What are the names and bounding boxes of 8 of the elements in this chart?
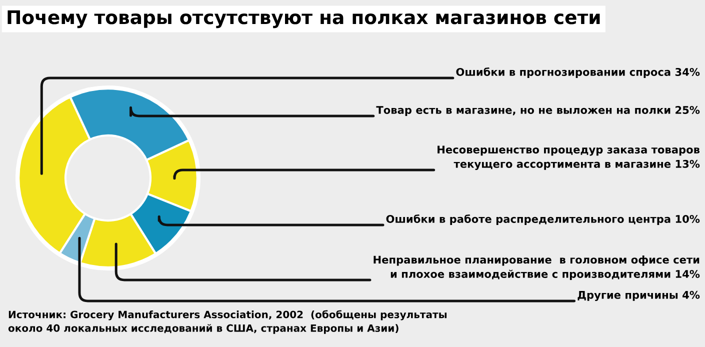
slice-label: Другие причины 4%	[578, 290, 700, 301]
slice-label: Ошибки в прогнозировании спроса 34%	[456, 67, 700, 78]
slice-label: Несовершенство процедур заказа товаров текущего ассортимента в магазине 13%	[438, 146, 700, 170]
text: Источник: Grocery Manufacturers Association, 2002 (обобщены результаты около 40 локальных исследований в США, странах Европы и Азии)	[8, 310, 447, 334]
slice-label: Ошибки в работе распределительного центра 10%	[386, 214, 700, 225]
chart-title: Почему товары отсутствуют на полках магазинов сети	[8, 10, 600, 28]
slice-label: Товар есть в магазине, но не выложен на полки 25%	[376, 106, 700, 116]
slice-label: Неправильное планирование в головном офисе сети и плохое взаимодействие с производителями 14%	[374, 255, 700, 280]
